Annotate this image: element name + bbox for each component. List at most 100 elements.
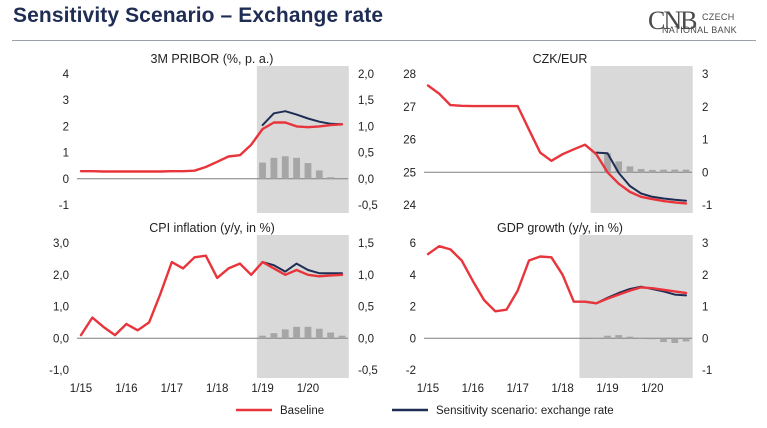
legend-label: Sensitivity scenario: exchange rate (436, 405, 614, 417)
chart-title: CZK/EUR (533, 52, 588, 66)
y2-tick-label: -0,5 (358, 365, 378, 377)
y-tick-label: 2 (63, 121, 69, 133)
x-tick-label: 1/19 (251, 383, 273, 395)
scenario-series-line (595, 151, 687, 202)
x-tick-label: 1/17 (161, 383, 183, 395)
difference-bar (682, 169, 690, 173)
y2-tick-label: 0 (702, 333, 708, 345)
x-tick-label: 1/16 (462, 383, 484, 395)
y-tick-label: 28 (403, 69, 416, 81)
forecast-shade (256, 235, 349, 378)
difference-bar (604, 153, 611, 173)
y2-tick-label: 3 (702, 69, 708, 81)
difference-bar (592, 171, 600, 173)
forecast-shade (590, 66, 693, 213)
y-tick-label: 26 (403, 135, 416, 147)
y-tick-label: -2 (406, 365, 416, 377)
scenario-series-line (261, 261, 343, 275)
y2-tick-label: 1,0 (358, 121, 374, 133)
y2-tick-label: 1,5 (358, 238, 374, 250)
difference-bar (660, 338, 667, 343)
y-tick-label: 3,0 (53, 238, 69, 250)
y2-tick-label: 1,0 (358, 270, 374, 282)
forecast-shade (579, 235, 693, 378)
difference-bar (315, 170, 323, 179)
y2-tick-label: -1 (702, 365, 712, 377)
header-divider (12, 40, 756, 41)
y2-tick-label: 3 (702, 238, 708, 250)
difference-bar (592, 338, 600, 339)
difference-bar (637, 338, 645, 339)
chart-panel-2: CZK/EUR 24 25 26 27 28 -1 0 1 2 3 (403, 52, 712, 213)
baseline-series-line (79, 121, 344, 173)
difference-bar (615, 161, 623, 173)
difference-bar (660, 169, 667, 173)
x-tick-label: 1/20 (641, 383, 663, 395)
difference-bar (604, 335, 611, 339)
chart-title: GDP growth (y/y, in %) (497, 221, 623, 235)
baseline-series-line (426, 84, 688, 205)
x-tick-label: 1/17 (507, 383, 529, 395)
y-tick-label: 4 (63, 69, 70, 81)
page-title: Sensitivity Scenario – Exchange rate (13, 4, 384, 27)
y2-tick-label: 2,0 (358, 69, 374, 81)
y-tick-label: 3 (63, 95, 69, 107)
y2-tick-label: 1 (702, 135, 708, 147)
x-tick-label: 1/20 (297, 383, 319, 395)
x-tick-label: 1/19 (596, 383, 618, 395)
difference-bar (293, 326, 301, 339)
difference-bar (327, 332, 335, 339)
y-tick-label: 0,0 (53, 333, 69, 345)
difference-bar (281, 329, 289, 339)
difference-bar (671, 338, 679, 344)
x-tick-label: 1/18 (206, 383, 228, 395)
difference-bar (615, 335, 623, 339)
difference-bar (270, 157, 278, 179)
y2-tick-label: 1,5 (358, 95, 374, 107)
difference-bar (682, 338, 690, 342)
difference-bar (304, 163, 312, 179)
difference-bar (671, 169, 679, 173)
chart-panel-1: 3M PRIBOR (%, p. a.) -1 0 1 2 3 4 -0,5 0,0 0,5 1,0… (59, 52, 378, 213)
difference-bar (626, 336, 634, 339)
difference-bar (259, 162, 266, 179)
logo-text-line2: NATIONAL BANK (662, 25, 737, 35)
chart-legend: Baseline Sensitivity scenario: exchange r… (236, 405, 614, 417)
x-tick-label: 1/16 (115, 383, 137, 395)
y-tick-label: 6 (410, 238, 416, 250)
y2-tick-label: 1 (702, 302, 708, 314)
logo-mark: CNB (648, 6, 697, 35)
y2-tick-label: 2 (702, 270, 708, 282)
y-tick-label: -1 (59, 200, 69, 212)
chart-panel-4: GDP growth (y/y, in %) -2 0 2 4 6 -1 0 1 2 3 1/15 1/… (406, 221, 712, 395)
y-tick-label: 2 (410, 302, 416, 314)
y-tick-label: 0 (410, 333, 416, 345)
y-tick-label: -1,0 (49, 365, 69, 377)
y-tick-label: 1,0 (53, 302, 69, 314)
forecast-shade (256, 66, 349, 213)
difference-bar (338, 178, 346, 180)
x-tick-label: 1/18 (551, 383, 573, 395)
x-tick-label: 1/15 (70, 383, 92, 395)
difference-bar (338, 335, 346, 339)
difference-bar (281, 156, 289, 179)
y-tick-label: 4 (410, 270, 417, 282)
y2-tick-label: -1 (702, 200, 712, 212)
chart-panel-3: CPI inflation (y/y, in %) -1,0 0,0 1,0 2,0 3,… (49, 221, 378, 395)
y2-tick-label: 2 (702, 102, 708, 114)
y2-tick-label: 0,5 (358, 148, 374, 160)
y-tick-label: 0 (63, 174, 69, 186)
difference-bar (270, 333, 278, 339)
difference-bar (327, 177, 335, 179)
logo-text-line1: CZECH (702, 12, 735, 22)
chart-title: CPI inflation (y/y, in %) (149, 221, 275, 235)
difference-bar (648, 338, 656, 340)
y2-tick-label: 0 (702, 167, 708, 179)
y-tick-label: 24 (403, 200, 416, 212)
cnb-logo: CNB CZECH NATIONAL BANK (648, 8, 756, 38)
difference-bar (315, 328, 323, 339)
difference-bar (293, 157, 301, 179)
y2-tick-label: 0,0 (358, 333, 374, 345)
